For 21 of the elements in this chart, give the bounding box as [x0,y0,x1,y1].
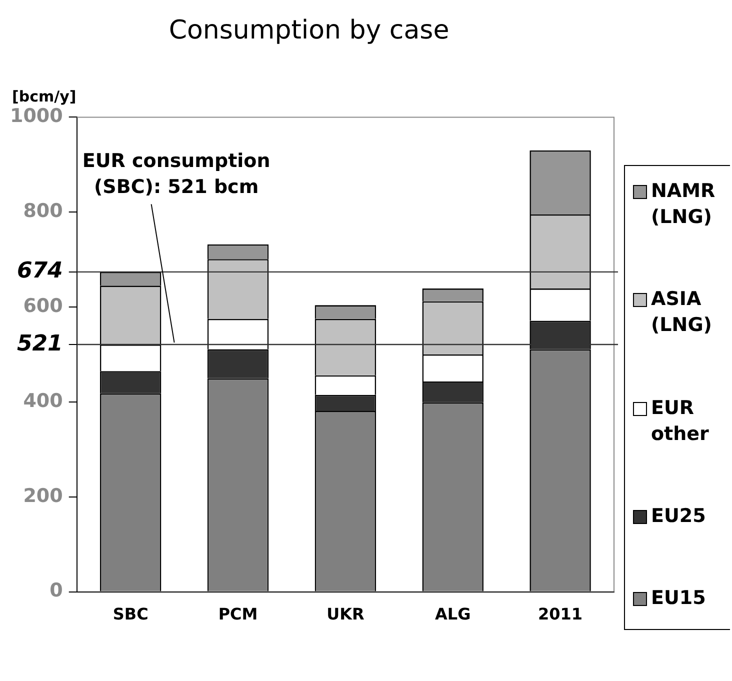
x-tick-label: SBC [112,604,148,624]
y-tick-label: 400 [23,390,63,412]
y-axis-title: [bcm/y] [12,88,76,106]
legend-label: EU15 [651,586,706,611]
annotation: EUR consumption (SBC): 521 bcm [82,150,270,198]
y-tick-label: 200 [23,484,63,507]
y-tick-label: 600 [23,294,63,317]
text: EUR other [651,396,710,446]
chart-title: Consumption by case [168,15,450,46]
x-tick-label: UKR [326,604,364,624]
y-tick-label: 1000 [10,105,63,128]
x-tick-label: ALG [435,604,471,624]
legend-label: ASIA (LNG) [651,287,713,338]
y-tick-label: 800 [23,200,63,222]
y-tick-label: 0 [50,580,63,602]
legend-label: NAMR (LNG) [651,179,716,230]
y-tick-label: 521 [16,331,63,356]
x-tick-label: 2011 [538,604,583,624]
legend-label: EU25 [651,504,706,529]
x-tick-label: PCM [218,604,258,624]
y-tick-label: 674 [16,258,63,284]
